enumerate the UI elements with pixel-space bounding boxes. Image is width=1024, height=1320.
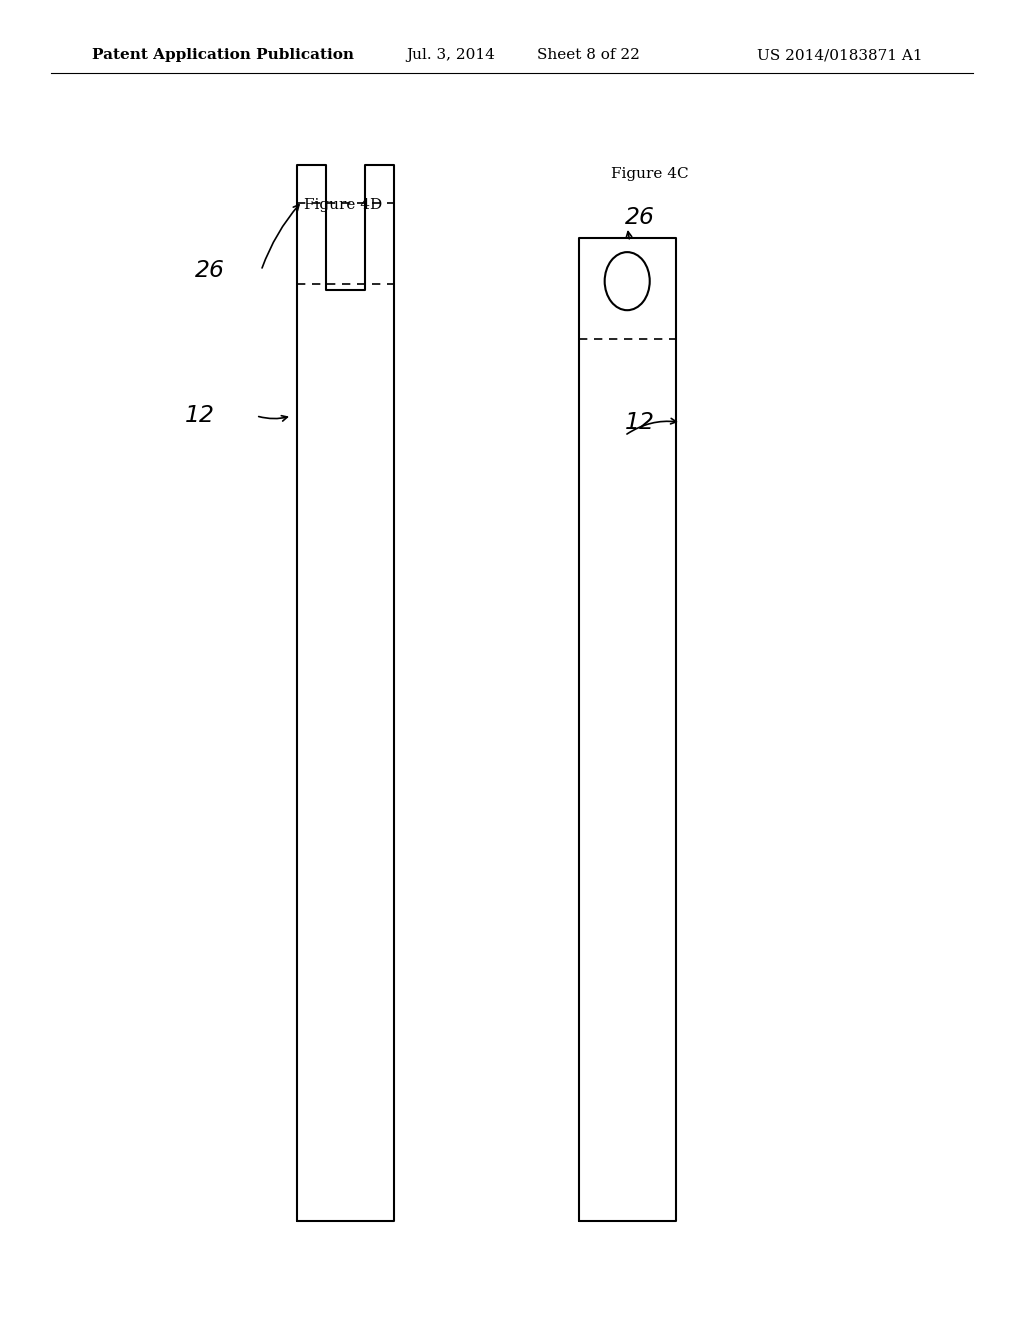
- Text: Patent Application Publication: Patent Application Publication: [92, 49, 354, 62]
- Text: Figure 4C: Figure 4C: [611, 168, 689, 181]
- Text: 26: 26: [195, 259, 225, 282]
- Text: 26: 26: [625, 206, 655, 230]
- Text: US 2014/0183871 A1: US 2014/0183871 A1: [757, 49, 923, 62]
- Text: 12: 12: [184, 404, 215, 428]
- Text: 12: 12: [625, 411, 655, 434]
- Text: Jul. 3, 2014: Jul. 3, 2014: [407, 49, 495, 62]
- Text: Sheet 8 of 22: Sheet 8 of 22: [538, 49, 640, 62]
- Text: Figure 4D: Figure 4D: [304, 198, 382, 211]
